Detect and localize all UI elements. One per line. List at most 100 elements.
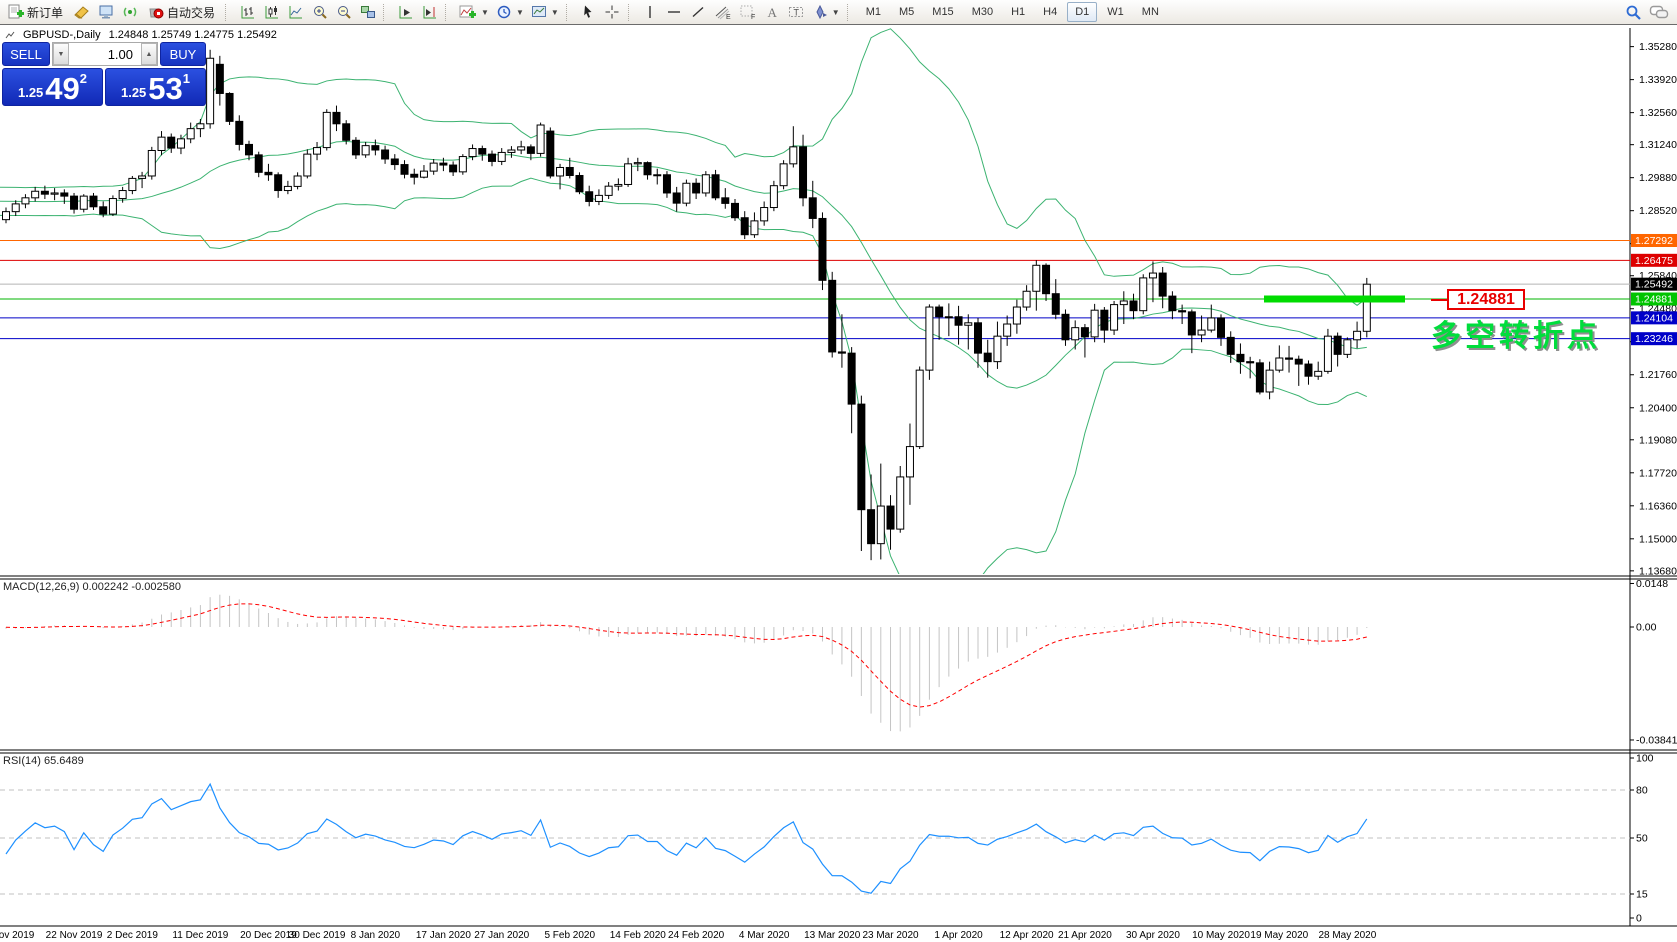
highlight-trendline[interactable] [1264, 295, 1405, 303]
sell-price-big: 49 [45, 71, 80, 106]
price-badge-1.24104: 1.24104 [1631, 311, 1677, 325]
svg-text:0.0148: 0.0148 [1636, 578, 1668, 590]
svg-text:1.32560: 1.32560 [1639, 107, 1677, 119]
sell-price-button[interactable]: 1.25 49 2 [2, 68, 103, 106]
timeframe-button-m15[interactable]: M15 [932, 6, 954, 18]
horizontal-levels[interactable] [0, 239, 1630, 340]
volume-decrease-button[interactable]: ▼ [53, 43, 69, 65]
date-label: 22 Nov 2019 [46, 930, 103, 941]
date-label: 23 Mar 2020 [862, 930, 919, 941]
svg-text:1.29880: 1.29880 [1639, 172, 1677, 184]
date-label: 13 Nov 2019 [0, 930, 35, 941]
timeframe-button-m1[interactable]: M1 [865, 6, 881, 18]
horizontal-line-button[interactable] [663, 2, 686, 23]
candlestick-chart-icon [265, 6, 278, 19]
timeframe-button-h1[interactable]: H1 [1011, 6, 1026, 18]
fibonacci-button[interactable]: E [711, 2, 735, 23]
candlesticks[interactable] [2, 49, 1371, 561]
trend-line-button[interactable] [687, 2, 710, 23]
timeframe-button-m5[interactable]: M5 [899, 6, 915, 18]
toolbar: 新订单 自动交易 [0, 0, 1677, 25]
dropdown-caret-icon: ▼ [550, 7, 559, 17]
templates-button[interactable]: ▼ [528, 2, 562, 23]
terminal-button[interactable] [94, 2, 117, 23]
date-label: 20 Dec 2019 [240, 930, 297, 941]
buy-price-pip: 1 [182, 71, 191, 86]
tile-windows-icon [360, 6, 375, 18]
buy-price-button[interactable]: 1.25 53 1 [105, 68, 206, 106]
date-label: 17 Jan 2020 [416, 930, 471, 941]
svg-text:1.27292: 1.27292 [1635, 235, 1673, 247]
svg-text:80: 80 [1636, 785, 1648, 797]
svg-text:E: E [726, 14, 731, 20]
eraser-button[interactable] [70, 2, 93, 23]
zoom-in-icon [313, 6, 327, 19]
timeframe-button-w1[interactable]: W1 [1107, 6, 1124, 18]
svg-text:1.25492: 1.25492 [1635, 279, 1673, 291]
timeframe-button-mn[interactable]: MN [1141, 6, 1159, 18]
date-label: 4 Mar 2020 [739, 930, 790, 941]
toolbar-separator [225, 3, 232, 21]
line-chart-button[interactable] [284, 2, 307, 23]
new-order-button[interactable]: 新订单 [2, 2, 69, 23]
buy-price-big: 53 [148, 71, 183, 106]
price-callout-label[interactable]: 1.24881 [1431, 289, 1525, 310]
candlestick-chart-button[interactable] [260, 2, 283, 23]
templates-icon [531, 6, 546, 17]
text-button[interactable]: A [761, 2, 784, 23]
zoom-out-button[interactable] [332, 2, 355, 23]
date-label: 2 Dec 2019 [107, 930, 159, 941]
symbol-chart-icon [5, 31, 15, 38]
chat-icon[interactable] [1649, 4, 1669, 20]
cursor-icon [584, 5, 592, 18]
timeframe-button-d1[interactable]: D1 [1067, 2, 1098, 22]
periods-button[interactable]: ▼ [493, 2, 527, 23]
rsi-pane[interactable] [0, 782, 1630, 895]
timeframe-button-m30[interactable]: M30 [971, 6, 994, 18]
dropdown-caret-icon: ▼ [831, 7, 840, 17]
fibonacci-icon: E [715, 6, 731, 20]
auto-scroll-button[interactable] [394, 2, 417, 23]
text-label-button[interactable]: T [785, 2, 808, 23]
svg-text:1.24881: 1.24881 [1635, 294, 1673, 306]
bull-bear-turning-point-note[interactable]: 多空转折点 [1431, 320, 1601, 353]
price-axis[interactable]: 1.35280 1.33920 1.32560 1.31240 1.29880 1.285… [1630, 41, 1677, 925]
toolbar-separator [445, 3, 452, 21]
timeframe-button-h4[interactable]: H4 [1043, 6, 1058, 18]
bar-chart-button[interactable] [236, 2, 259, 23]
chart-shift-button[interactable] [418, 2, 441, 23]
svg-text:1.31240: 1.31240 [1639, 139, 1677, 151]
signals-button[interactable] [118, 2, 141, 23]
macd-pane[interactable] [5, 594, 1368, 732]
sell-button[interactable]: SELL [2, 42, 50, 66]
volume-increase-button[interactable]: ▲ [141, 43, 157, 65]
auto-trading-button[interactable]: 自动交易 [142, 2, 221, 23]
fibonacci-fan-button[interactable]: F [736, 2, 760, 23]
search-icon[interactable] [1625, 4, 1643, 21]
date-axis[interactable]: 13 Nov 2019 22 Nov 2019 2 Dec 2019 11 Dec 2… [0, 930, 1377, 941]
crosshair-button[interactable] [601, 2, 624, 23]
svg-text:1.28520: 1.28520 [1639, 205, 1677, 217]
shapes-button[interactable]: ▼ [809, 2, 843, 23]
zoom-in-button[interactable] [308, 2, 331, 23]
dropdown-caret-icon: ▼ [515, 7, 524, 17]
cursor-button[interactable] [577, 2, 600, 23]
svg-text:T: T [794, 8, 800, 18]
date-label: 19 May 2020 [1250, 930, 1308, 941]
volume-value[interactable]: 1.00 [107, 46, 133, 62]
sell-price-main: 1.25 [17, 85, 44, 100]
line-chart-icon [289, 6, 302, 19]
ohlc-values: 1.24848 1.25749 1.24775 1.25492 [108, 29, 277, 41]
svg-text:1.13680: 1.13680 [1639, 565, 1677, 577]
buy-button[interactable]: BUY [160, 42, 206, 66]
svg-text:1.19080: 1.19080 [1639, 434, 1677, 446]
eraser-icon [73, 6, 89, 19]
svg-text:F: F [751, 14, 755, 20]
add-indicator-button[interactable]: ▼ [456, 2, 492, 23]
tile-windows-button[interactable] [356, 2, 379, 23]
date-label: 11 Dec 2019 [172, 930, 228, 941]
vertical-line-button[interactable] [639, 2, 662, 23]
one-click-trade-panel: SELL ▼ 1.00 ▲ BUY 1.25 49 2 1.25 53 1 [2, 42, 206, 106]
